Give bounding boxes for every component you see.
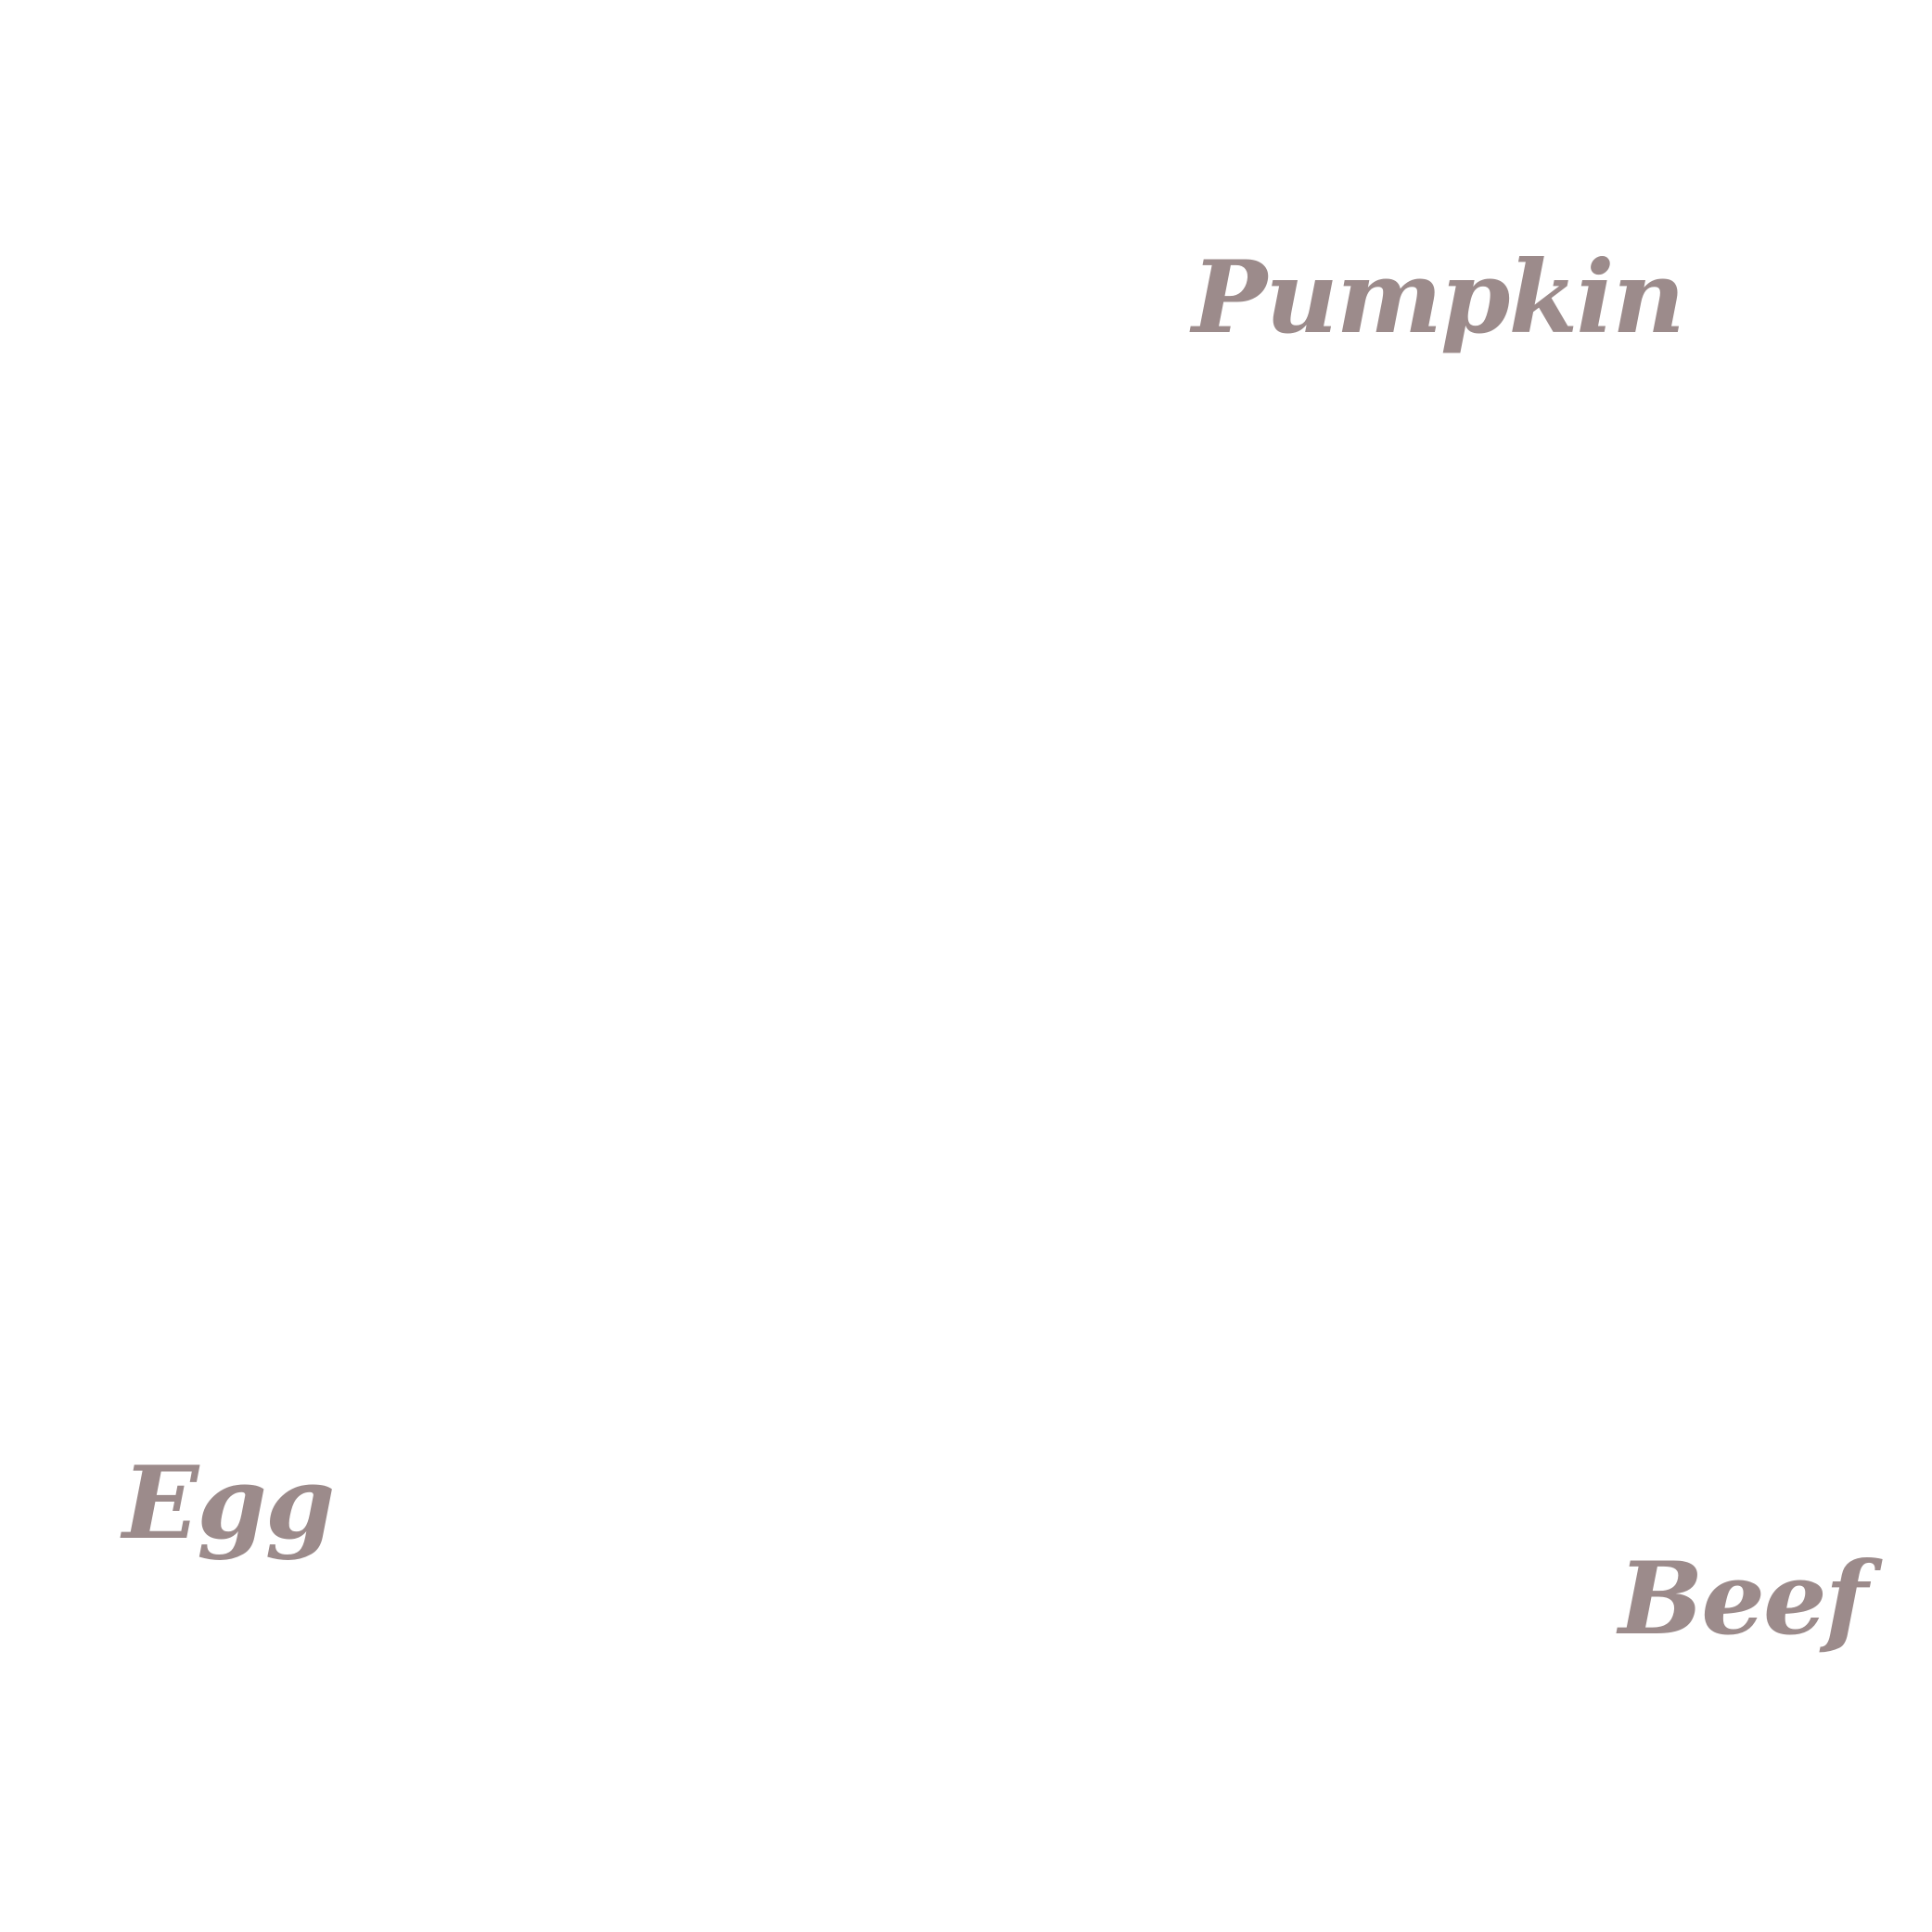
- label-egg: Egg: [122, 1445, 335, 1562]
- label-beef: Beef: [1619, 1541, 1868, 1657]
- label-pumpkin: Pumpkin: [1192, 239, 1685, 356]
